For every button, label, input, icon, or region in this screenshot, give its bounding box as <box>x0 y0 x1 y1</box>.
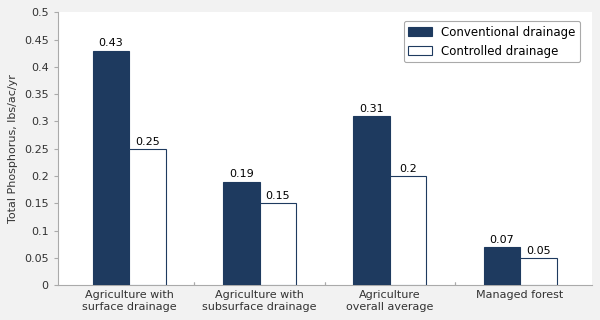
Text: 0.2: 0.2 <box>399 164 417 174</box>
Bar <box>223 181 260 285</box>
Text: 0.31: 0.31 <box>359 104 384 114</box>
Bar <box>484 247 520 285</box>
Legend: Conventional drainage, Controlled drainage: Conventional drainage, Controlled draina… <box>404 21 580 62</box>
Text: 0.43: 0.43 <box>98 38 124 48</box>
Bar <box>93 51 130 285</box>
Bar <box>353 116 390 285</box>
Bar <box>520 258 557 285</box>
Text: 0.19: 0.19 <box>229 169 254 179</box>
Text: 0.25: 0.25 <box>135 137 160 147</box>
Bar <box>260 203 296 285</box>
Y-axis label: Total Phosphorus, lbs/ac/yr: Total Phosphorus, lbs/ac/yr <box>8 74 19 223</box>
Bar <box>130 149 166 285</box>
Text: 0.15: 0.15 <box>265 191 290 201</box>
Text: 0.07: 0.07 <box>490 235 514 245</box>
Bar <box>390 176 426 285</box>
Text: 0.05: 0.05 <box>526 246 551 256</box>
